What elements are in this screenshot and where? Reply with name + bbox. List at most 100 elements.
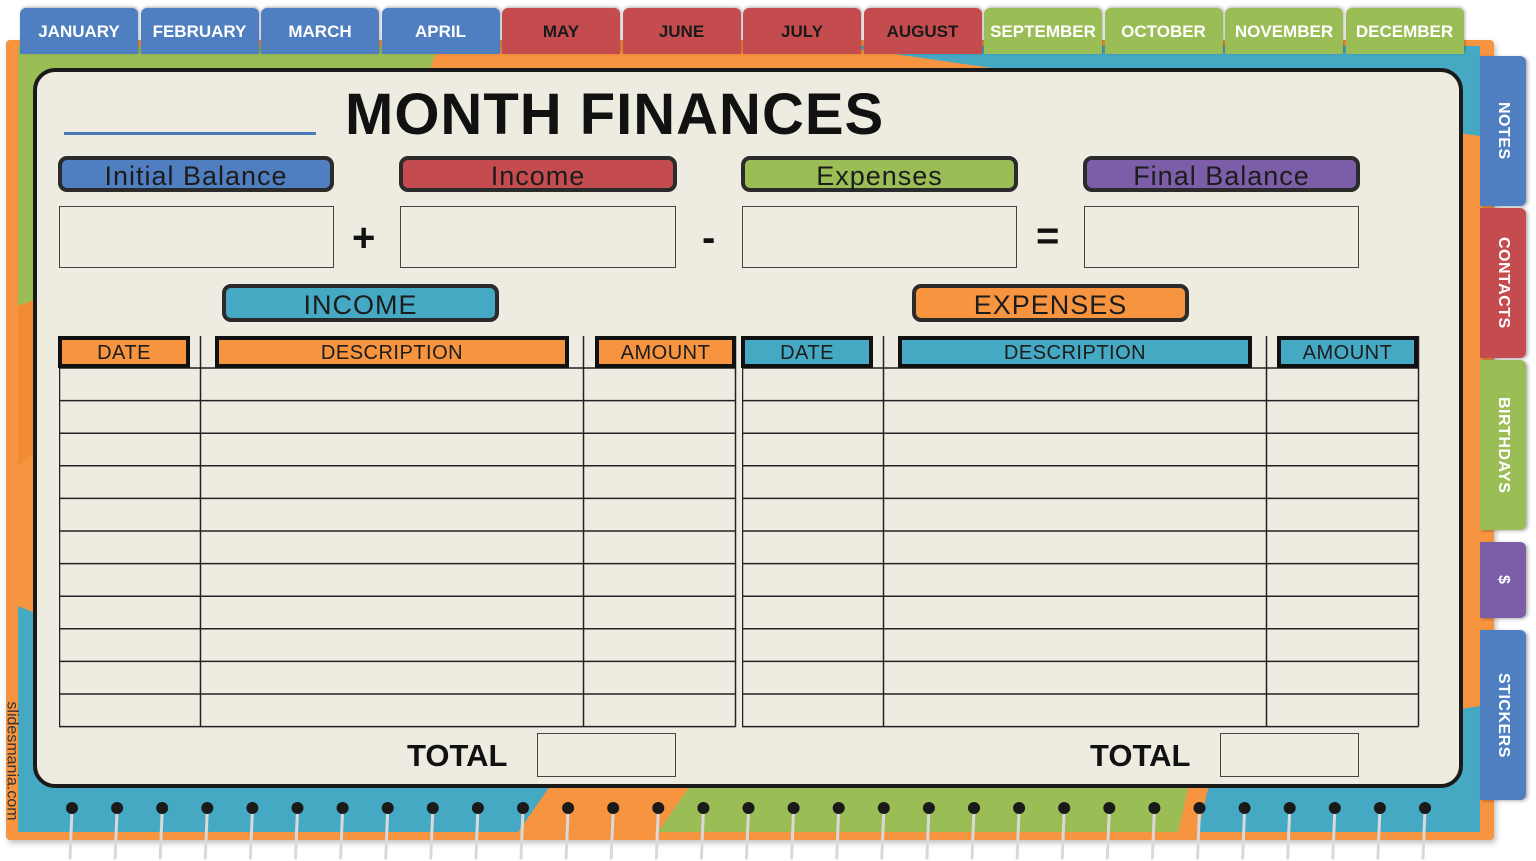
income-table-cell[interactable] bbox=[584, 369, 734, 400]
month-tab-december[interactable]: DECEMBER bbox=[1345, 8, 1464, 54]
income-table-cell[interactable] bbox=[584, 532, 734, 563]
expenses-table-cell[interactable] bbox=[884, 695, 1265, 726]
income-table-cell[interactable] bbox=[201, 499, 582, 530]
expenses-table-cell[interactable] bbox=[884, 369, 1265, 400]
income-table-cell[interactable] bbox=[60, 695, 199, 726]
income-table-cell[interactable] bbox=[60, 467, 199, 498]
expenses-table-cell[interactable] bbox=[743, 565, 882, 596]
expenses-table-cell[interactable] bbox=[884, 662, 1265, 693]
income-table-cell[interactable] bbox=[201, 597, 582, 628]
final-balance-field[interactable] bbox=[1084, 206, 1359, 268]
month-tab-august[interactable]: AUGUST bbox=[863, 8, 982, 54]
income-table-cell[interactable] bbox=[60, 499, 199, 530]
spiral-ring bbox=[201, 802, 214, 860]
income-table-cell[interactable] bbox=[201, 630, 582, 661]
expenses-table-cell[interactable] bbox=[743, 467, 882, 498]
expenses-table-cell[interactable] bbox=[1267, 467, 1417, 498]
expenses-table-cell[interactable] bbox=[743, 434, 882, 465]
expenses-table-cell[interactable] bbox=[743, 532, 882, 563]
expenses-table-cell[interactable] bbox=[884, 467, 1265, 498]
expenses-table-cell[interactable] bbox=[1267, 597, 1417, 628]
income-table-cell[interactable] bbox=[584, 402, 734, 433]
spiral-ring bbox=[66, 802, 78, 860]
income-table-cell[interactable] bbox=[60, 369, 199, 400]
month-tab-november[interactable]: NOVEMBER bbox=[1225, 8, 1343, 54]
month-tab-label: AUGUST bbox=[886, 22, 959, 41]
side-tab-contacts[interactable]: CONTACTS bbox=[1480, 208, 1526, 358]
income-table-cell[interactable] bbox=[201, 369, 582, 400]
spiral-ring bbox=[1058, 802, 1071, 860]
month-tab-january[interactable]: JANUARY bbox=[20, 8, 138, 54]
expenses-table-cell[interactable] bbox=[884, 630, 1265, 661]
spiral-ring bbox=[1373, 802, 1386, 860]
expenses-table-cell[interactable] bbox=[743, 630, 882, 661]
expenses-table-cell[interactable] bbox=[1267, 369, 1417, 400]
expenses-table-cell[interactable] bbox=[884, 565, 1265, 596]
income-table-cell[interactable] bbox=[201, 434, 582, 465]
income-field[interactable] bbox=[400, 206, 676, 268]
expenses-table-cell[interactable] bbox=[884, 499, 1265, 530]
expenses-table-cell[interactable] bbox=[743, 369, 882, 400]
income-table-cell[interactable] bbox=[60, 630, 199, 661]
expenses-total-field[interactable] bbox=[1220, 733, 1359, 777]
expenses-total-label: TOTAL bbox=[1090, 738, 1191, 773]
income-table-cell[interactable] bbox=[201, 402, 582, 433]
month-tab-may[interactable]: MAY bbox=[502, 8, 620, 54]
income-table-cell[interactable] bbox=[584, 695, 734, 726]
income-table-cell[interactable] bbox=[201, 467, 582, 498]
expenses-table-cell[interactable] bbox=[884, 402, 1265, 433]
expenses-table-cell[interactable] bbox=[743, 597, 882, 628]
expenses-table-cell[interactable] bbox=[743, 499, 882, 530]
expenses-table-cell[interactable] bbox=[884, 597, 1265, 628]
expenses-table-cell[interactable] bbox=[1267, 499, 1417, 530]
month-tab-june[interactable]: JUNE bbox=[622, 8, 741, 54]
expenses-table-cell[interactable] bbox=[1267, 630, 1417, 661]
income-total-field[interactable] bbox=[537, 733, 676, 777]
expenses-table-cell[interactable] bbox=[884, 434, 1265, 465]
month-name-line[interactable] bbox=[64, 132, 316, 135]
side-tab-notes[interactable]: NOTES bbox=[1480, 56, 1526, 206]
income-table-cell[interactable] bbox=[201, 565, 582, 596]
month-tab-march[interactable]: MARCH bbox=[261, 8, 379, 54]
expenses-table-cell[interactable] bbox=[1267, 662, 1417, 693]
income-table-cell[interactable] bbox=[60, 532, 199, 563]
income-table-cell[interactable] bbox=[201, 532, 582, 563]
expenses-amount-header: AMOUNT bbox=[1277, 336, 1418, 368]
income-table-cell[interactable] bbox=[584, 467, 734, 498]
income-table-cell[interactable] bbox=[60, 434, 199, 465]
income-table-cell[interactable] bbox=[60, 597, 199, 628]
expenses-table-cell[interactable] bbox=[1267, 565, 1417, 596]
income-table-cell[interactable] bbox=[584, 630, 734, 661]
expenses-table-cell[interactable] bbox=[743, 402, 882, 433]
expenses-table-cell[interactable] bbox=[743, 695, 882, 726]
month-tab-september[interactable]: SEPTEMBER bbox=[984, 8, 1102, 54]
income-table-cell[interactable] bbox=[584, 565, 734, 596]
month-tab-february[interactable]: FEBRUARY bbox=[140, 8, 259, 54]
income-table-cell[interactable] bbox=[584, 499, 734, 530]
income-table-cell[interactable] bbox=[60, 402, 199, 433]
side-tab-label: CONTACTS bbox=[1495, 237, 1512, 329]
income-table-cell[interactable] bbox=[201, 695, 582, 726]
month-tab-april[interactable]: APRIL bbox=[381, 8, 500, 54]
expenses-table-cell[interactable] bbox=[884, 532, 1265, 563]
income-table-cell[interactable] bbox=[60, 565, 199, 596]
income-table-cell[interactable] bbox=[201, 662, 582, 693]
spiral-ring bbox=[877, 802, 890, 860]
expenses-table-cell[interactable] bbox=[1267, 695, 1417, 726]
expenses-table-cell[interactable] bbox=[1267, 434, 1417, 465]
side-tab-stickers[interactable]: STICKERS bbox=[1480, 630, 1526, 800]
month-tab-october[interactable]: OCTOBER bbox=[1104, 8, 1223, 54]
income-table-cell[interactable] bbox=[60, 662, 199, 693]
expenses-table-cell[interactable] bbox=[1267, 402, 1417, 433]
expenses-grid-lines bbox=[742, 336, 1420, 728]
expenses-field[interactable] bbox=[742, 206, 1017, 268]
expenses-table-cell[interactable] bbox=[1267, 532, 1417, 563]
income-table-cell[interactable] bbox=[584, 597, 734, 628]
income-table-cell[interactable] bbox=[584, 434, 734, 465]
side-tab-dollar[interactable]: $ bbox=[1480, 542, 1526, 618]
expenses-table-cell[interactable] bbox=[743, 662, 882, 693]
side-tab-birthdays[interactable]: BIRTHDAYS bbox=[1480, 360, 1526, 530]
month-tab-july[interactable]: JULY bbox=[743, 8, 861, 54]
income-table-cell[interactable] bbox=[584, 662, 734, 693]
initial-balance-field[interactable] bbox=[59, 206, 334, 268]
